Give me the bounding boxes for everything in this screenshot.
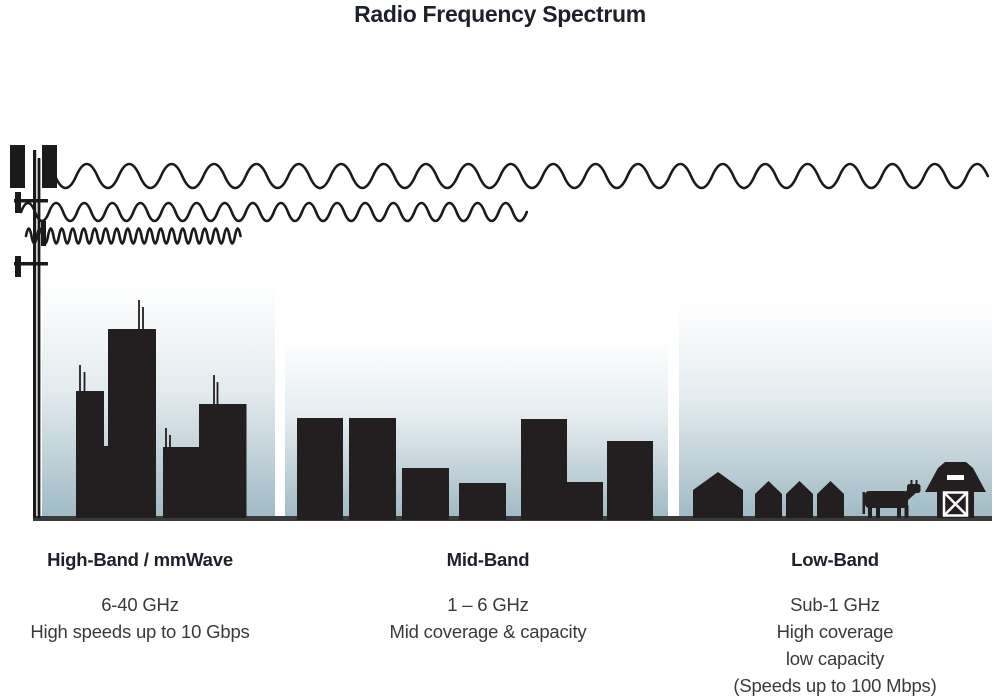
cow-horn: [915, 480, 918, 486]
band-line-description: Mid coverage & capacity: [389, 621, 587, 642]
tower-mast-2: [37, 158, 41, 518]
building: [402, 468, 449, 520]
ground-line: [33, 516, 992, 521]
band-line-description: High speeds up to 10 Gbps: [30, 621, 250, 642]
house-icon: [755, 481, 782, 518]
mid-band-wave: [19, 201, 529, 223]
antenna-panel-left: [10, 145, 25, 188]
band-heading-midband: Mid-Band: [446, 549, 530, 570]
house-icon: [817, 481, 844, 518]
band-heading-highband: High-Band / mmWave: [47, 549, 233, 570]
band-label-midband: Mid-Band 1 – 6 GHz Mid coverage & capaci…: [368, 549, 608, 645]
antenna-panel-right: [42, 145, 57, 188]
tower-side-antenna-lower: [15, 256, 21, 277]
barn-icon: [925, 462, 986, 518]
band-line-frequency: Sub-1 GHz: [790, 594, 880, 615]
building: [108, 329, 156, 518]
waves-group: [19, 162, 990, 245]
page-title: Radio Frequency Spectrum: [354, 1, 646, 27]
cow-leg: [876, 505, 880, 518]
cell-tower-icon: [10, 145, 57, 518]
barn-vent: [947, 475, 964, 480]
band-line-frequency: 6-40 GHz: [101, 594, 179, 615]
band-line-description: (Speeds up to 100 Mbps): [733, 675, 937, 696]
building: [104, 446, 110, 518]
building: [521, 419, 567, 520]
building: [349, 418, 396, 520]
building: [297, 418, 343, 520]
building: [199, 404, 247, 518]
tower-crossbar-upper: [14, 199, 48, 203]
tower-mast: [33, 150, 37, 518]
highband-city-skyline: [76, 300, 247, 518]
cow-horn: [910, 480, 913, 486]
band-label-lowband: Low-Band Sub-1 GHz High coverage low cap…: [715, 549, 955, 699]
midband-town-skyline: [297, 418, 653, 520]
building: [567, 482, 603, 520]
band-heading-lowband: Low-Band: [791, 549, 879, 570]
building: [76, 391, 104, 518]
cow-body: [865, 491, 908, 508]
band-line-description: low capacity: [785, 648, 885, 669]
cow-leg: [868, 505, 872, 518]
building: [607, 441, 653, 520]
building: [459, 483, 506, 520]
tower-crossbar-lower: [14, 262, 48, 266]
barn-door-frame: [942, 491, 969, 517]
house-icon: [786, 481, 813, 518]
band-label-highband: High-Band / mmWave 6-40 GHz High speeds …: [20, 549, 260, 645]
tower-antenna-stub: [41, 221, 46, 246]
barn-door-cross: [943, 491, 968, 517]
tower-side-antenna-upper: [15, 192, 21, 213]
high-band-wave: [24, 227, 242, 245]
house-icon: [693, 472, 743, 518]
band-line-description: High coverage: [776, 621, 894, 642]
cow-head: [907, 484, 921, 493]
band-line-frequency: 1 – 6 GHz: [447, 594, 529, 615]
building: [163, 447, 199, 518]
spectrum-illustration: [10, 145, 992, 521]
cow-leg: [897, 505, 901, 518]
low-band-wave: [53, 162, 990, 190]
cow-leg: [904, 505, 909, 518]
cow-tail: [862, 492, 865, 514]
cow-icon: [862, 480, 921, 518]
lowband-rural-farm: [693, 462, 986, 518]
